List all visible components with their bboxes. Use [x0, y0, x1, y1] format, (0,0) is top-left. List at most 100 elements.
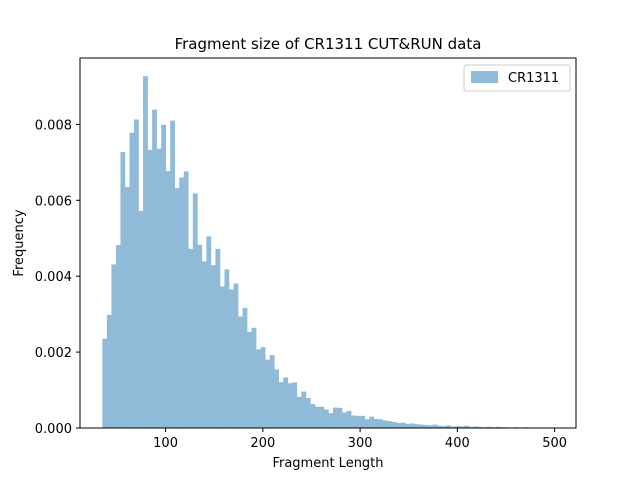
x-tick-label: 200: [250, 436, 275, 451]
histogram-bar: [215, 248, 221, 428]
histogram-bar: [477, 426, 483, 428]
histogram-bar: [346, 410, 352, 428]
histogram-bar: [373, 418, 379, 428]
histogram-bar: [486, 426, 492, 428]
x-tick-label: 400: [445, 436, 470, 451]
histogram-bar: [247, 331, 252, 428]
histogram-bar: [342, 412, 347, 428]
histogram-bar: [409, 423, 415, 428]
histogram-bar: [152, 109, 157, 429]
histogram-bar: [156, 148, 162, 428]
histogram-bar: [147, 149, 153, 428]
histogram-bar: [369, 416, 375, 428]
histogram-bar: [143, 76, 148, 428]
histogram-bar: [124, 187, 130, 428]
y-tick-label: 0.008: [35, 118, 72, 133]
histogram-bar: [161, 124, 166, 428]
histogram-bar: [115, 245, 121, 428]
histogram-bar: [405, 423, 411, 428]
y-tick-label: 0.004: [35, 270, 72, 285]
y-tick-label: 0.002: [35, 346, 72, 361]
histogram-bar: [197, 244, 203, 428]
histogram-bar: [174, 188, 180, 428]
histogram-bar: [256, 349, 261, 428]
histogram-bar: [238, 316, 243, 428]
y-axis-ticks: 0.000 0.002 0.004 0.006 0.008: [35, 118, 80, 437]
histogram-bar: [473, 426, 479, 428]
histogram-bar: [396, 423, 402, 428]
histogram-bar: [170, 120, 176, 429]
histogram-bar: [323, 409, 329, 428]
histogram-bar: [296, 396, 302, 428]
histogram-bar: [260, 347, 266, 428]
histogram-bar: [120, 152, 126, 429]
histogram-bar: [450, 426, 456, 428]
histogram-bar: [201, 261, 207, 428]
histogram-bar: [387, 421, 393, 428]
histogram-bar: [274, 369, 280, 428]
histogram-bar: [314, 406, 320, 428]
histogram-bar: [432, 424, 438, 428]
histogram-bar: [310, 404, 316, 428]
histogram-bar: [233, 283, 239, 428]
histogram-bar: [102, 338, 108, 428]
histogram-bar: [378, 419, 384, 428]
histogram-bar: [179, 177, 185, 428]
histogram-bar: [441, 426, 447, 428]
histogram-bar: [242, 308, 248, 428]
histogram-bar: [134, 119, 139, 428]
histogram-bar: [446, 425, 451, 428]
histogram-bars: [102, 76, 555, 429]
histogram-bar: [265, 359, 270, 428]
histogram-bar: [224, 269, 230, 428]
histogram-bar: [210, 265, 216, 428]
histogram-bar: [464, 425, 469, 428]
histogram-bar: [382, 420, 388, 428]
histogram-bar: [283, 377, 289, 428]
histogram-bar: [468, 426, 474, 428]
histogram-bar: [301, 391, 307, 428]
histogram-bar: [106, 314, 112, 428]
histogram-bar: [111, 264, 117, 428]
x-axis-ticks: 100 200 300 400 500: [153, 428, 567, 451]
histogram-bar: [219, 286, 225, 428]
x-tick-label: 500: [542, 436, 567, 451]
histogram-bar: [355, 415, 361, 428]
histogram-bar: [305, 398, 311, 428]
y-axis-label: Frequency: [12, 209, 27, 276]
histogram-bar: [206, 236, 212, 428]
x-axis-label: Fragment Length: [272, 456, 383, 471]
legend: CR1311: [463, 64, 571, 92]
histogram-bar: [333, 407, 338, 428]
histogram-bar: [138, 210, 144, 428]
histogram-bar: [495, 426, 501, 428]
histogram-bar: [192, 193, 198, 428]
histogram-bar: [414, 424, 420, 428]
histogram-bar: [319, 406, 325, 428]
histogram-bar: [337, 407, 343, 428]
histogram-bar: [455, 426, 460, 428]
histogram-bar: [351, 415, 356, 428]
histogram-bar: [459, 426, 465, 428]
histogram-bar: [287, 383, 293, 428]
plot-area-frame: [79, 57, 577, 429]
histogram-bar: [292, 382, 298, 428]
histogram-bar: [251, 327, 257, 428]
histogram-bar: [183, 171, 189, 428]
histogram-bar: [391, 421, 397, 428]
histogram-bar: [360, 415, 365, 428]
histogram-bar: [427, 425, 433, 428]
histogram-bar: [328, 413, 334, 428]
x-tick-label: 100: [153, 436, 178, 451]
x-tick-label: 300: [348, 436, 373, 451]
histogram-bar: [418, 424, 424, 428]
histogram-bar: [423, 424, 429, 428]
histogram-bar: [278, 382, 284, 428]
y-tick-label: 0.000: [35, 422, 72, 437]
legend-swatch: [471, 71, 498, 83]
histogram-bar: [165, 171, 171, 428]
chart-title: Fragment size of CR1311 CUT&RUN data: [175, 35, 482, 53]
histogram-bar: [400, 422, 406, 428]
histogram-bar: [188, 248, 194, 428]
